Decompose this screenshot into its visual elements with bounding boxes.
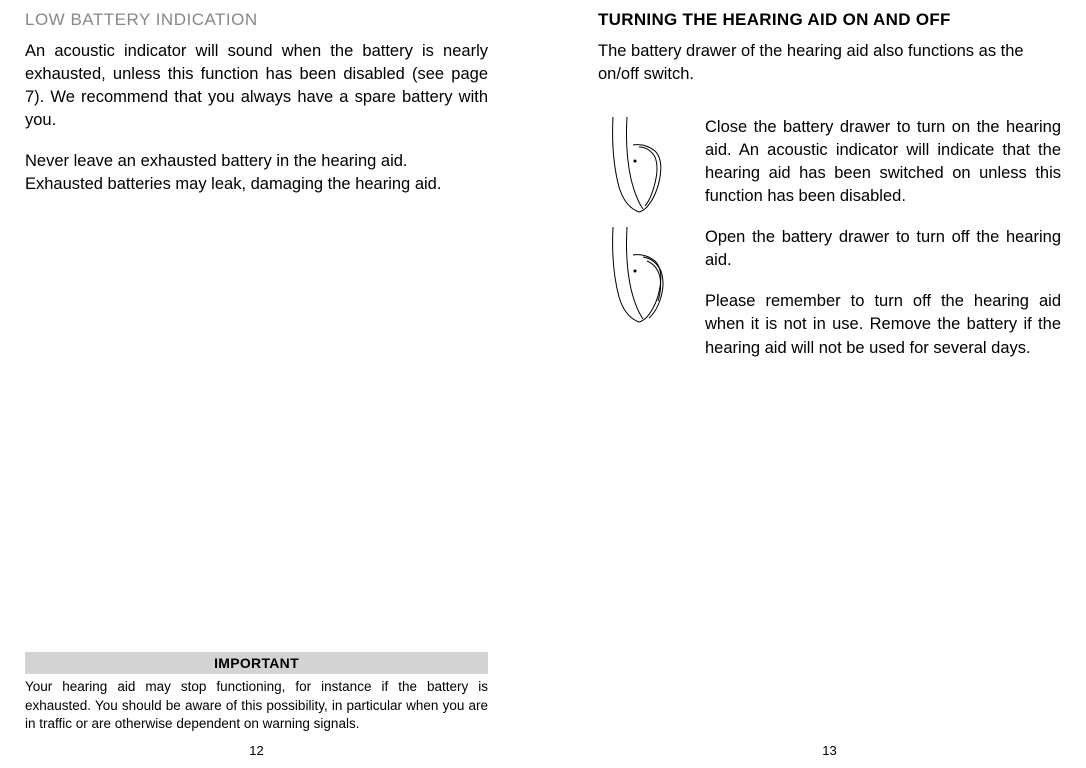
- important-box: IMPORTANT Your hearing aid may stop func…: [25, 652, 488, 733]
- page-number-right: 13: [598, 743, 1061, 758]
- instruction-text-on-col: Close the battery drawer to turn on the …: [705, 116, 1061, 208]
- hearing-aid-open-icon: [598, 226, 683, 324]
- instruction-text-on: Close the battery drawer to turn on the …: [705, 116, 1061, 208]
- instruction-text-off-a: Open the battery drawer to turn off the …: [705, 226, 1061, 272]
- para-low-battery-1: An acoustic indicator will sound when th…: [25, 40, 488, 132]
- important-header: IMPORTANT: [25, 652, 488, 674]
- page-left: LOW BATTERY INDICATION An acoustic indic…: [0, 0, 543, 768]
- important-body: Your hearing aid may stop functioning, f…: [25, 674, 488, 733]
- page-right: TURNING THE HEARING AID ON AND OFF The b…: [543, 0, 1086, 768]
- hearing-aid-closed-icon: [598, 116, 683, 214]
- instruction-row-on: Close the battery drawer to turn on the …: [598, 116, 1061, 214]
- page-number-left: 12: [25, 743, 488, 758]
- instruction-row-off: Open the battery drawer to turn off the …: [598, 226, 1061, 359]
- spacer-left: [25, 215, 488, 653]
- instruction-text-off-b: Please remember to turn off the hearing …: [705, 290, 1061, 359]
- instruction-text-off-col: Open the battery drawer to turn off the …: [705, 226, 1061, 359]
- para-on-off-intro: The battery drawer of the hearing aid al…: [598, 40, 1061, 86]
- heading-low-battery: LOW BATTERY INDICATION: [25, 10, 488, 30]
- para-low-battery-2: Never leave an exhausted battery in the …: [25, 150, 488, 196]
- heading-on-off: TURNING THE HEARING AID ON AND OFF: [598, 10, 1061, 30]
- spacer-right: [598, 360, 1061, 739]
